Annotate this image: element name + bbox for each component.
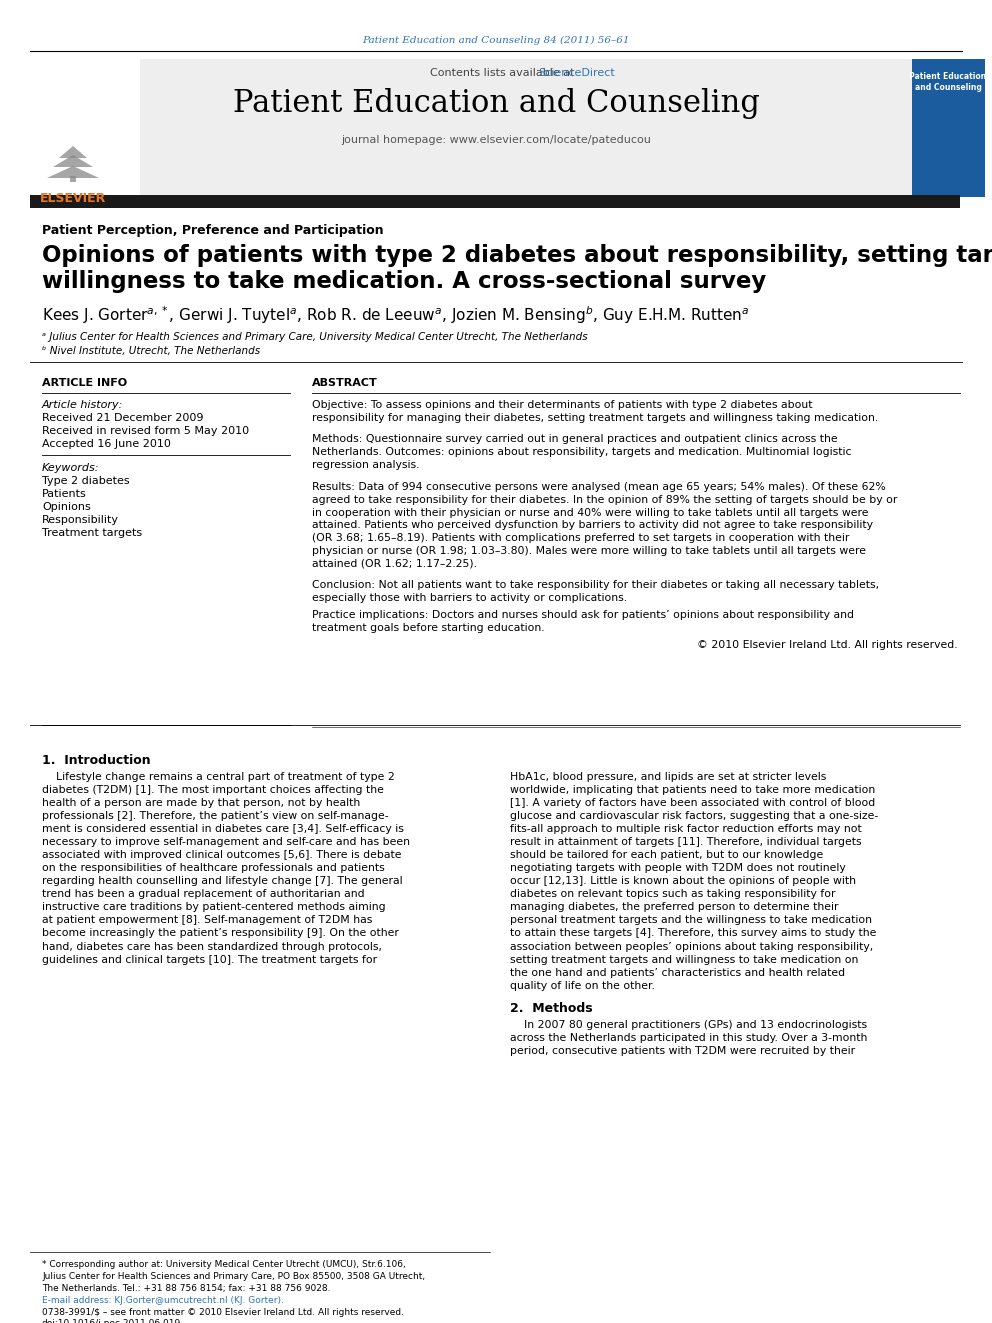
Text: Patient Education and Counseling 84 (2011) 56–61: Patient Education and Counseling 84 (201…: [362, 36, 630, 45]
Text: 1.  Introduction: 1. Introduction: [42, 754, 151, 767]
Text: willingness to take medication. A cross-sectional survey: willingness to take medication. A cross-…: [42, 270, 766, 292]
Text: ELSEVIER: ELSEVIER: [40, 192, 106, 205]
Text: Accepted 16 June 2010: Accepted 16 June 2010: [42, 439, 171, 448]
Text: Keywords:: Keywords:: [42, 463, 99, 474]
Polygon shape: [59, 146, 87, 157]
Text: ABSTRACT: ABSTRACT: [312, 378, 378, 388]
Text: Lifestyle change remains a central part of treatment of type 2
diabetes (T2DM) [: Lifestyle change remains a central part …: [42, 773, 410, 964]
Text: Patient Perception, Preference and Participation: Patient Perception, Preference and Parti…: [42, 224, 384, 237]
FancyBboxPatch shape: [30, 194, 960, 208]
Text: Results: Data of 994 consecutive persons were analysed (mean age 65 years; 54% m: Results: Data of 994 consecutive persons…: [312, 482, 898, 569]
Text: HbA1c, blood pressure, and lipids are set at stricter levels
worldwide, implicat: HbA1c, blood pressure, and lipids are se…: [510, 773, 878, 991]
Text: Patient Education
and Counseling: Patient Education and Counseling: [910, 71, 987, 93]
Text: Kees J. Gorter$^{a,*}$, Gerwi J. Tuytel$^{a}$, Rob R. de Leeuw$^{a}$, Jozien M. : Kees J. Gorter$^{a,*}$, Gerwi J. Tuytel$…: [42, 304, 750, 325]
FancyBboxPatch shape: [912, 60, 985, 197]
Polygon shape: [53, 155, 93, 167]
Text: The Netherlands. Tel.: +31 88 756 8154; fax: +31 88 756 9028.: The Netherlands. Tel.: +31 88 756 8154; …: [42, 1285, 330, 1293]
Text: © 2010 Elsevier Ireland Ltd. All rights reserved.: © 2010 Elsevier Ireland Ltd. All rights …: [697, 640, 958, 650]
Text: Practice implications: Doctors and nurses should ask for patients’ opinions abou: Practice implications: Doctors and nurse…: [312, 610, 854, 632]
Text: * Corresponding author at: University Medical Center Utrecht (UMCU), Str.6.106,: * Corresponding author at: University Me…: [42, 1259, 406, 1269]
FancyBboxPatch shape: [10, 60, 140, 197]
FancyBboxPatch shape: [70, 176, 76, 183]
Text: 2.  Methods: 2. Methods: [510, 1002, 592, 1015]
Text: Received 21 December 2009: Received 21 December 2009: [42, 413, 203, 423]
Text: Methods: Questionnaire survey carried out in general practices and outpatient cl: Methods: Questionnaire survey carried ou…: [312, 434, 851, 470]
Text: Contents lists available at: Contents lists available at: [430, 67, 578, 78]
Text: ᵇ Nivel Institute, Utrecht, The Netherlands: ᵇ Nivel Institute, Utrecht, The Netherla…: [42, 347, 260, 356]
FancyBboxPatch shape: [45, 60, 940, 197]
Text: E-mail address: KJ.Gorter@umcutrecht.nl (KJ. Gorter).: E-mail address: KJ.Gorter@umcutrecht.nl …: [42, 1297, 284, 1304]
Text: ARTICLE INFO: ARTICLE INFO: [42, 378, 127, 388]
Text: ScienceDirect: ScienceDirect: [538, 67, 615, 78]
Text: Opinions of patients with type 2 diabetes about responsibility, setting targets : Opinions of patients with type 2 diabete…: [42, 243, 992, 267]
Text: Article history:: Article history:: [42, 400, 123, 410]
Text: Received in revised form 5 May 2010: Received in revised form 5 May 2010: [42, 426, 249, 437]
Text: journal homepage: www.elsevier.com/locate/pateducou: journal homepage: www.elsevier.com/locat…: [341, 135, 651, 146]
Text: In 2007 80 general practitioners (GPs) and 13 endocrinologists
across the Nether: In 2007 80 general practitioners (GPs) a…: [510, 1020, 867, 1056]
Text: Opinions: Opinions: [42, 501, 90, 512]
Text: Conclusion: Not all patients want to take responsibility for their diabetes or t: Conclusion: Not all patients want to tak…: [312, 579, 879, 603]
Text: Objective: To assess opinions and their determinants of patients with type 2 dia: Objective: To assess opinions and their …: [312, 400, 878, 423]
Text: Patient Education and Counseling: Patient Education and Counseling: [232, 89, 760, 119]
Text: 0738-3991/$ – see front matter © 2010 Elsevier Ireland Ltd. All rights reserved.: 0738-3991/$ – see front matter © 2010 El…: [42, 1308, 404, 1316]
Polygon shape: [47, 165, 99, 179]
Text: Type 2 diabetes: Type 2 diabetes: [42, 476, 130, 486]
Text: doi:10.1016/j.pec.2011.06.019: doi:10.1016/j.pec.2011.06.019: [42, 1319, 182, 1323]
Text: Patients: Patients: [42, 490, 86, 499]
Text: ᵃ Julius Center for Health Sciences and Primary Care, University Medical Center : ᵃ Julius Center for Health Sciences and …: [42, 332, 587, 343]
Text: Julius Center for Health Sciences and Primary Care, PO Box 85500, 3508 GA Utrech: Julius Center for Health Sciences and Pr…: [42, 1271, 426, 1281]
Text: Treatment targets: Treatment targets: [42, 528, 142, 538]
Text: Responsibility: Responsibility: [42, 515, 119, 525]
